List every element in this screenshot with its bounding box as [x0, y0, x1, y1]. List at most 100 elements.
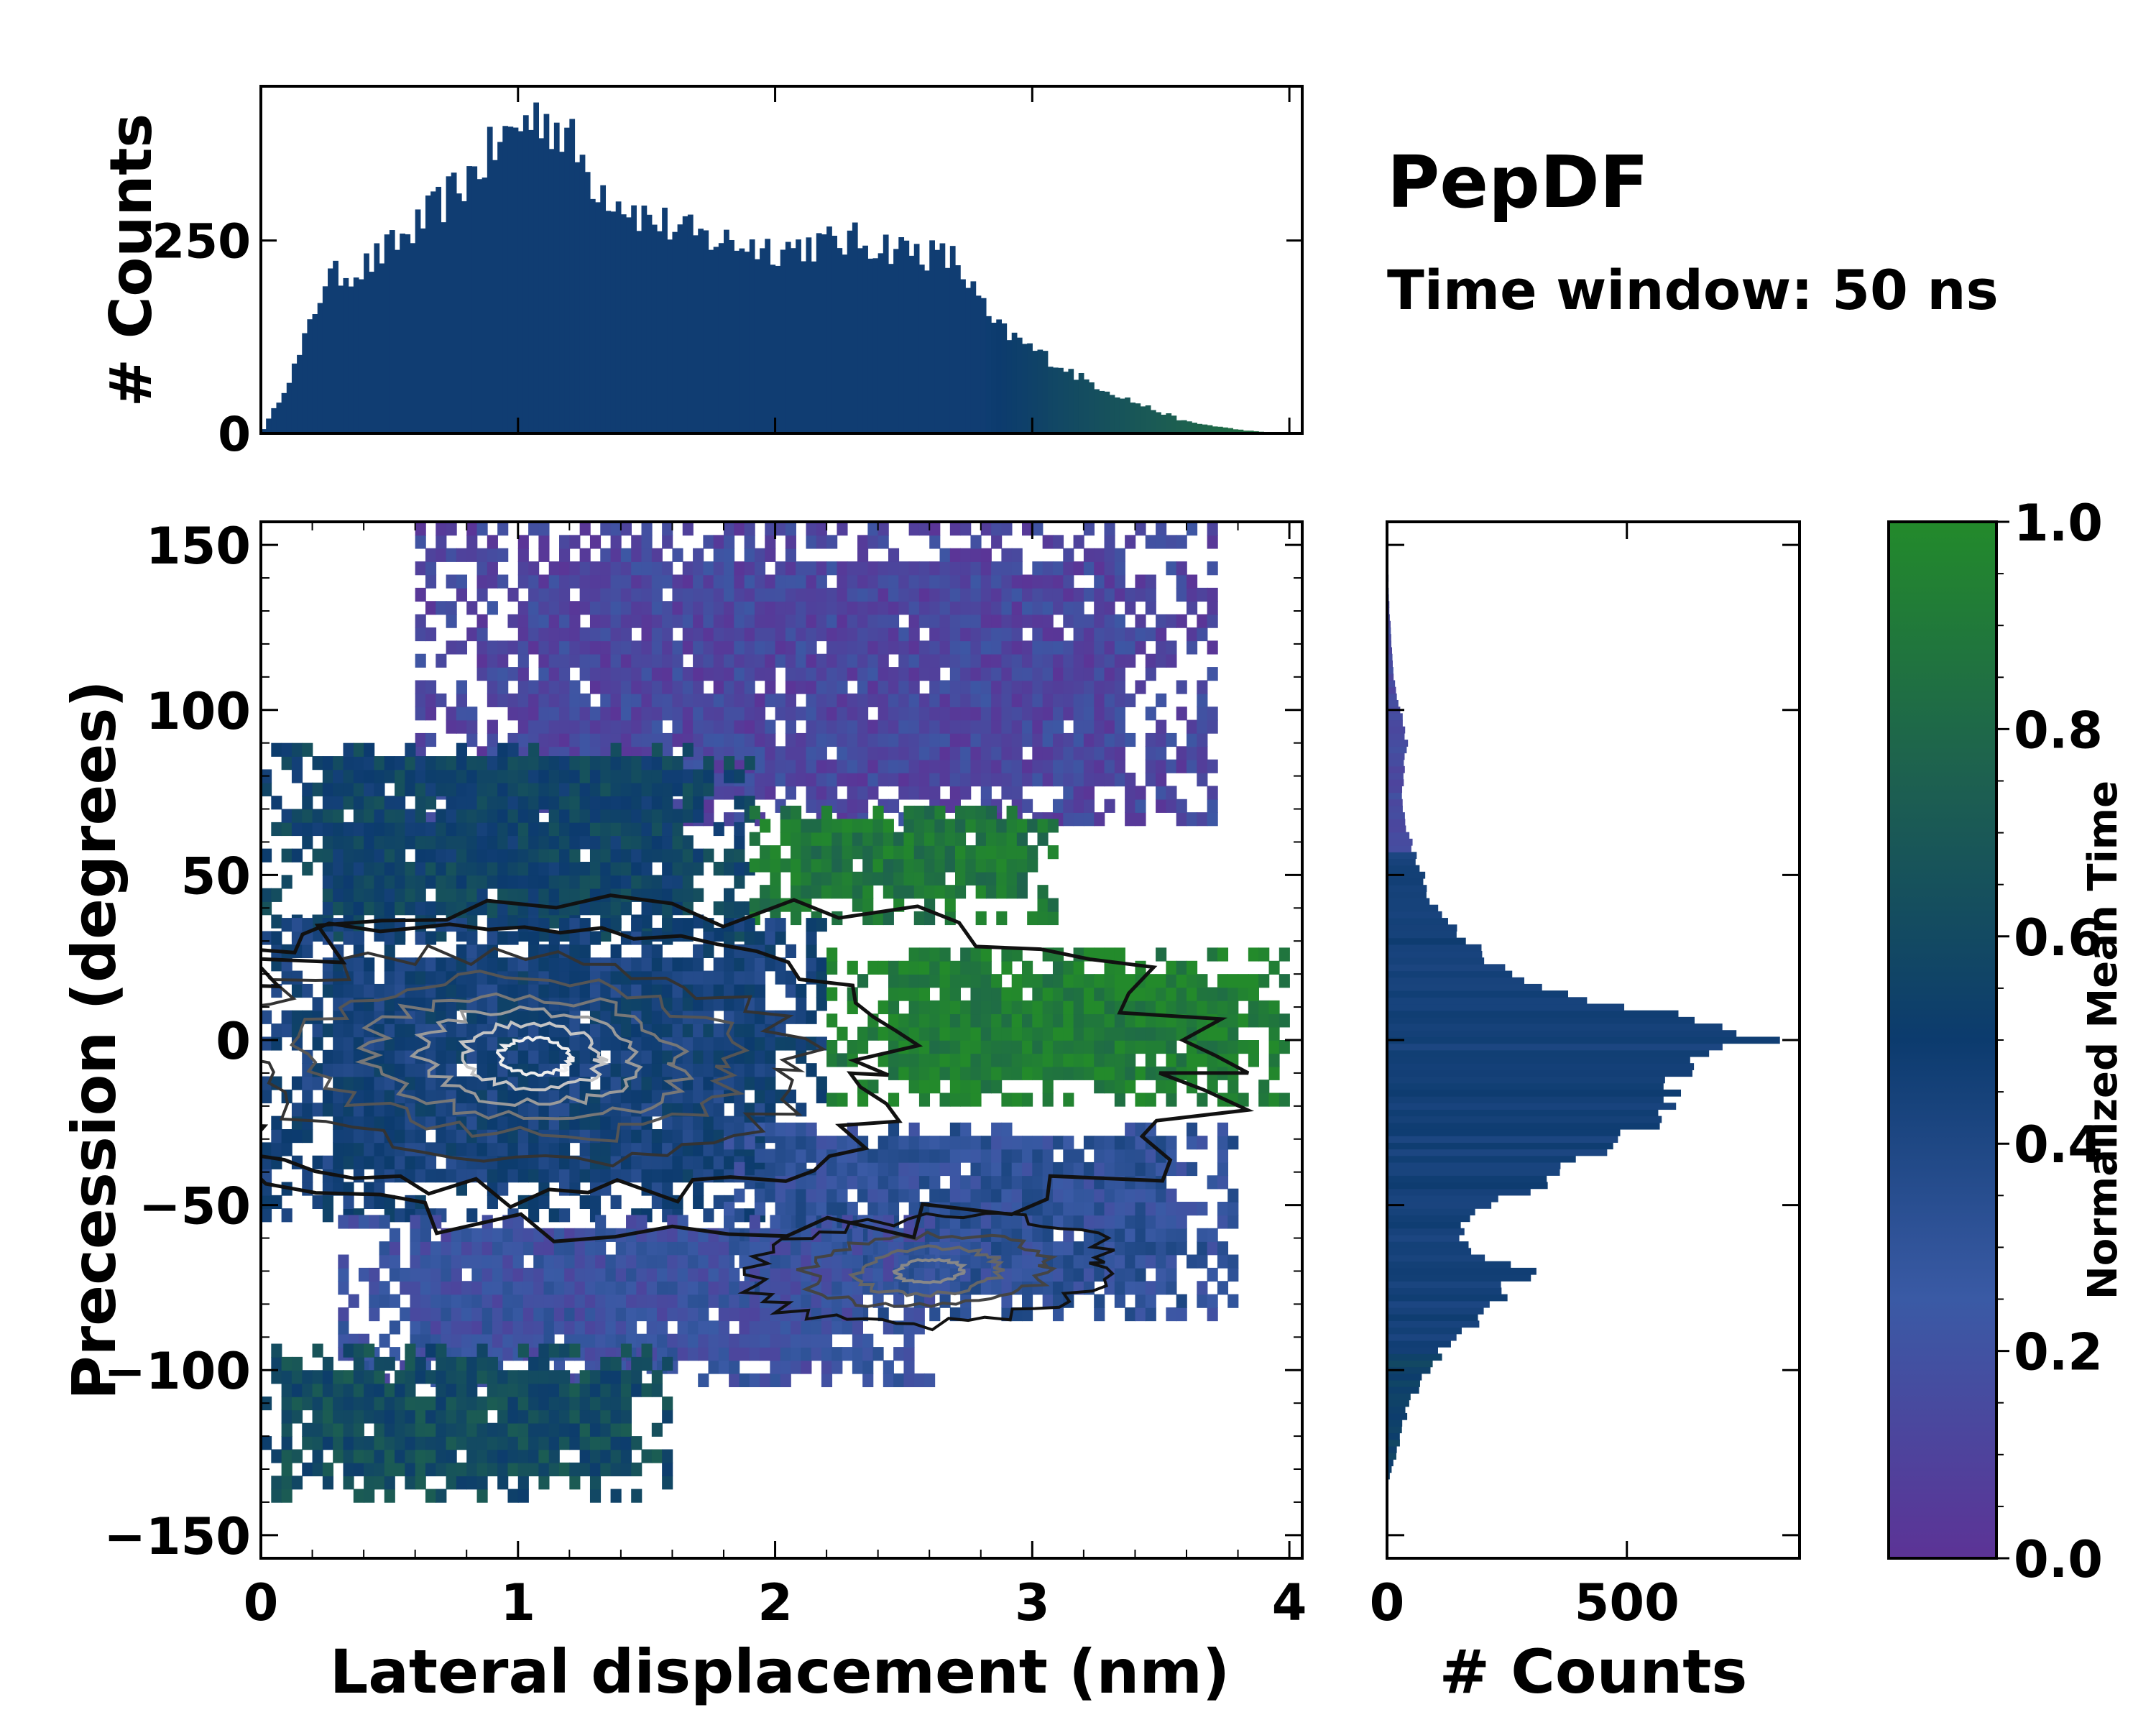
heatmap-cell	[791, 1347, 802, 1361]
heatmap-cell	[600, 561, 612, 576]
heatmap-cell	[631, 561, 642, 576]
heatmap-cell	[1001, 1254, 1013, 1269]
heatmap-cell	[985, 871, 998, 886]
heatmap-cell	[939, 974, 951, 988]
heatmap-cell	[765, 574, 776, 589]
top-histogram-bar	[548, 149, 555, 433]
heatmap-cell	[425, 601, 437, 615]
heatmap-cell	[939, 1013, 951, 1028]
heatmap-cell	[693, 848, 704, 862]
heatmap-cell	[1145, 1254, 1156, 1269]
heatmap-cell	[724, 561, 735, 576]
heatmap-cell	[1207, 1307, 1218, 1322]
heatmap-cell	[415, 732, 426, 748]
heatmap-cell	[1011, 786, 1023, 800]
heatmap-cell	[620, 970, 632, 985]
heatmap-cell	[281, 1128, 292, 1144]
heatmap-cell	[1063, 1040, 1074, 1054]
heatmap-cell	[877, 1307, 889, 1322]
heatmap-cell	[533, 1307, 545, 1322]
heatmap-cell	[913, 885, 925, 899]
heatmap-cell	[476, 862, 488, 876]
heatmap-cell	[682, 970, 694, 985]
heatmap-cell	[765, 1175, 776, 1190]
heatmap-cell	[780, 1373, 791, 1387]
heatmap-cell	[579, 1169, 591, 1183]
heatmap-cell	[734, 746, 745, 760]
heatmap-cell	[281, 1208, 292, 1223]
heatmap-cell	[579, 862, 591, 876]
heatmap-cell	[451, 1307, 462, 1322]
heatmap-cell	[703, 1076, 714, 1090]
heatmap-cell	[1217, 1149, 1229, 1163]
heatmap-cell	[754, 1149, 766, 1163]
heatmap-cell	[693, 627, 704, 642]
heatmap-cell	[1114, 640, 1125, 655]
heatmap-cell	[857, 667, 869, 681]
heatmap-cell	[1032, 522, 1044, 536]
heatmap-cell	[806, 1063, 817, 1077]
heatmap-cell	[816, 1089, 827, 1104]
top-histogram-bar	[1016, 337, 1023, 433]
heatmap-cell	[631, 809, 642, 823]
heatmap-cell	[765, 535, 776, 549]
heatmap-cell	[1135, 522, 1146, 536]
heatmap-cell	[929, 1080, 941, 1094]
heatmap-cell	[816, 707, 827, 721]
heatmap-cell	[1125, 1162, 1136, 1177]
heatmap-cell	[1166, 535, 1177, 549]
heatmap-cell	[1022, 1000, 1033, 1015]
heatmap-cell	[1166, 1307, 1177, 1322]
heatmap-cell	[1114, 732, 1125, 748]
heatmap-cell	[425, 627, 437, 642]
heatmap-cell	[703, 707, 714, 721]
heatmap-cell	[1011, 1000, 1023, 1015]
heatmap-cell	[816, 719, 827, 734]
heatmap-cell	[929, 947, 941, 962]
heatmap-cell	[487, 1089, 498, 1104]
heatmap-cell	[384, 756, 395, 770]
heatmap-cell	[353, 822, 364, 837]
heatmap-cell	[801, 845, 812, 860]
heatmap-cell	[672, 769, 683, 783]
heatmap-cell	[662, 835, 673, 850]
heatmap-cell	[641, 574, 653, 589]
heatmap-cell	[522, 1294, 535, 1308]
heatmap-cell	[801, 1241, 812, 1256]
heatmap-cell	[775, 627, 786, 642]
heatmap-cell	[497, 782, 509, 796]
heatmap-cell	[918, 746, 931, 760]
heatmap-cell	[980, 1080, 992, 1094]
heatmap-cell	[662, 653, 673, 668]
heatmap-cell	[1114, 1053, 1125, 1067]
heatmap-cell	[1052, 574, 1064, 589]
heatmap-cell	[343, 1449, 354, 1463]
top-histogram-bar	[446, 176, 452, 433]
heatmap-cell	[672, 875, 683, 889]
heatmap-cell	[785, 983, 796, 998]
heatmap-cell	[1207, 812, 1218, 827]
heatmap-cell	[960, 1013, 972, 1028]
heatmap-cell	[1145, 974, 1156, 988]
heatmap-cell	[703, 1155, 714, 1169]
heatmap-cell	[476, 667, 488, 681]
heatmap-cell	[980, 614, 992, 628]
heatmap-cell	[456, 1128, 468, 1144]
heatmap-cell	[333, 1063, 344, 1077]
heatmap-cell	[374, 1476, 385, 1490]
heatmap-cell	[1279, 974, 1290, 988]
heatmap-cell	[1114, 1188, 1125, 1202]
heatmap-cell	[1156, 746, 1167, 760]
heatmap-cell	[1001, 1215, 1013, 1229]
heatmap-cell	[980, 1241, 992, 1256]
heatmap-cell	[559, 957, 571, 972]
heatmap-cell	[867, 680, 879, 694]
heatmap-cell	[579, 1063, 591, 1077]
heatmap-cell	[548, 667, 560, 681]
heatmap-cell	[960, 947, 972, 962]
heatmap-cell	[1125, 627, 1136, 642]
heatmap-cell	[693, 548, 704, 562]
heatmap-cell	[1187, 627, 1198, 642]
heatmap-cell	[312, 1409, 323, 1424]
heatmap-cell	[816, 587, 827, 602]
